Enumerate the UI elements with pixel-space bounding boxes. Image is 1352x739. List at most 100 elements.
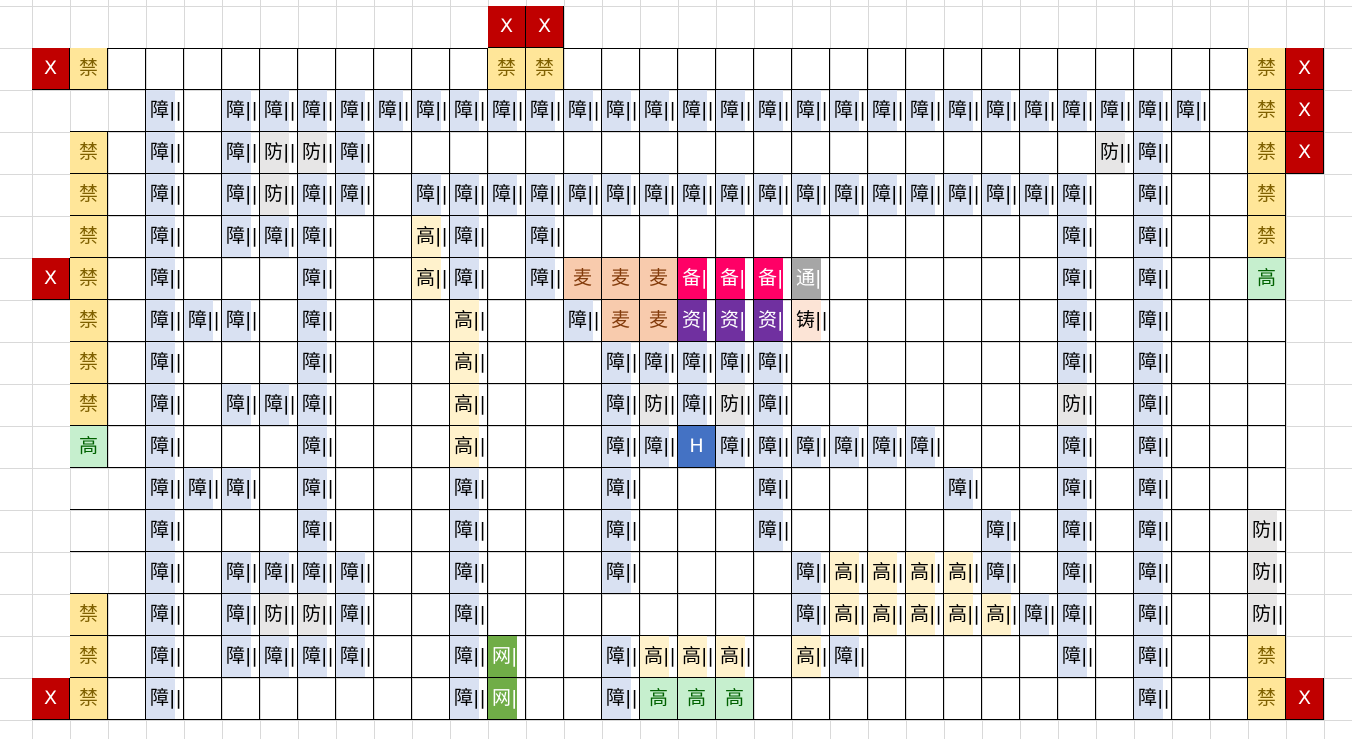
obstacle-cell[interactable]: 障|| (146, 132, 184, 174)
obstacle-cell[interactable]: 障|| (678, 384, 716, 426)
obstacle-cell[interactable]: 障|| (602, 90, 640, 132)
empty-cell[interactable] (792, 216, 830, 258)
empty-cell[interactable] (1020, 552, 1058, 594)
obstacle-cell[interactable]: 障|| (450, 636, 488, 678)
empty-cell[interactable] (906, 300, 944, 342)
empty-cell[interactable] (336, 468, 374, 510)
empty-cell[interactable] (108, 510, 146, 552)
empty-cell[interactable] (184, 384, 222, 426)
high-cell[interactable]: 高|| (412, 216, 450, 258)
empty-cell[interactable] (754, 552, 792, 594)
empty-cell[interactable] (792, 510, 830, 552)
high-cell[interactable]: 高|| (868, 552, 906, 594)
empty-cell[interactable] (1172, 468, 1210, 510)
empty-cell[interactable] (868, 48, 906, 90)
empty-cell[interactable] (1172, 216, 1210, 258)
empty-cell[interactable] (1210, 132, 1248, 174)
empty-cell[interactable] (184, 48, 222, 90)
empty-cell[interactable] (1286, 510, 1324, 552)
obstacle-cell[interactable]: 障|| (222, 300, 260, 342)
obstacle-cell[interactable]: 障|| (1058, 174, 1096, 216)
empty-cell[interactable] (108, 342, 146, 384)
obstacle-cell[interactable]: 障|| (830, 426, 868, 468)
empty-cell[interactable] (336, 300, 374, 342)
empty-cell[interactable] (602, 594, 640, 636)
forbidden-cell[interactable]: 禁 (70, 48, 108, 90)
obstacle-cell[interactable]: 障|| (298, 510, 336, 552)
empty-cell[interactable] (868, 510, 906, 552)
empty-cell[interactable] (526, 552, 564, 594)
forbidden-cell[interactable]: 禁 (70, 216, 108, 258)
empty-cell[interactable] (982, 468, 1020, 510)
empty-cell[interactable] (412, 510, 450, 552)
empty-cell[interactable] (906, 636, 944, 678)
obstacle-cell[interactable]: 障|| (336, 132, 374, 174)
empty-cell[interactable] (982, 636, 1020, 678)
empty-cell[interactable] (944, 216, 982, 258)
empty-cell[interactable] (1134, 48, 1172, 90)
empty-cell[interactable] (32, 552, 70, 594)
obstacle-cell[interactable]: 障|| (222, 90, 260, 132)
obstacle-cell[interactable]: 障|| (754, 174, 792, 216)
empty-cell[interactable] (982, 48, 1020, 90)
empty-cell[interactable] (1172, 258, 1210, 300)
obstacle-cell[interactable]: 障|| (982, 90, 1020, 132)
obstacle-cell[interactable]: 障|| (1058, 552, 1096, 594)
empty-cell[interactable] (564, 468, 602, 510)
obstacle-cell[interactable]: 障|| (982, 174, 1020, 216)
obstacle-cell[interactable]: 障|| (298, 636, 336, 678)
empty-cell[interactable] (792, 468, 830, 510)
obstacle-cell[interactable]: 障|| (640, 342, 678, 384)
empty-cell[interactable] (412, 384, 450, 426)
empty-cell[interactable] (906, 510, 944, 552)
empty-cell[interactable] (184, 216, 222, 258)
obstacle-cell[interactable]: 障|| (146, 510, 184, 552)
empty-cell[interactable] (374, 216, 412, 258)
obstacle-cell[interactable]: 障|| (602, 342, 640, 384)
empty-cell[interactable] (222, 510, 260, 552)
empty-cell[interactable] (1020, 300, 1058, 342)
obstacle-cell[interactable]: 障|| (1134, 216, 1172, 258)
resource-cell[interactable]: 资|| (754, 300, 792, 342)
obstacle-cell[interactable]: 障|| (336, 636, 374, 678)
empty-cell[interactable] (1286, 636, 1324, 678)
empty-cell[interactable] (868, 342, 906, 384)
empty-cell[interactable] (374, 300, 412, 342)
empty-cell[interactable] (792, 342, 830, 384)
obstacle-cell[interactable]: 障|| (1058, 510, 1096, 552)
obstacle-cell[interactable]: 障|| (868, 174, 906, 216)
empty-cell[interactable] (716, 594, 754, 636)
forbidden-cell[interactable]: 禁 (526, 48, 564, 90)
empty-cell[interactable] (602, 48, 640, 90)
high-cell[interactable]: 高|| (678, 636, 716, 678)
forbidden-cell[interactable]: 禁 (1248, 216, 1286, 258)
empty-cell[interactable] (488, 342, 526, 384)
obstacle-cell[interactable]: 障|| (526, 90, 564, 132)
empty-cell[interactable] (260, 468, 298, 510)
empty-cell[interactable] (526, 510, 564, 552)
blocked-cell[interactable]: X (32, 258, 70, 300)
blocked-cell[interactable]: X (32, 678, 70, 720)
empty-cell[interactable] (108, 48, 146, 90)
empty-cell[interactable] (1096, 510, 1134, 552)
empty-cell[interactable] (1096, 342, 1134, 384)
obstacle-cell[interactable]: 障|| (260, 90, 298, 132)
empty-cell[interactable] (412, 552, 450, 594)
empty-cell[interactable] (488, 468, 526, 510)
forbidden-cell[interactable]: 禁 (1248, 174, 1286, 216)
empty-cell[interactable] (1172, 636, 1210, 678)
obstacle-cell[interactable]: 障|| (298, 300, 336, 342)
obstacle-cell[interactable]: 障|| (716, 174, 754, 216)
empty-cell[interactable] (1286, 468, 1324, 510)
obstacle-cell[interactable]: 障|| (336, 174, 374, 216)
empty-cell[interactable] (32, 426, 70, 468)
obstacle-cell[interactable]: 障|| (868, 90, 906, 132)
blocked-cell[interactable]: X (1286, 48, 1324, 90)
empty-cell[interactable] (1286, 594, 1324, 636)
empty-cell[interactable] (564, 132, 602, 174)
empty-cell[interactable] (564, 678, 602, 720)
resource-cell[interactable]: 资|| (716, 300, 754, 342)
empty-cell[interactable] (716, 552, 754, 594)
high-cell[interactable]: 高|| (450, 426, 488, 468)
obstacle-cell[interactable]: 障|| (146, 678, 184, 720)
